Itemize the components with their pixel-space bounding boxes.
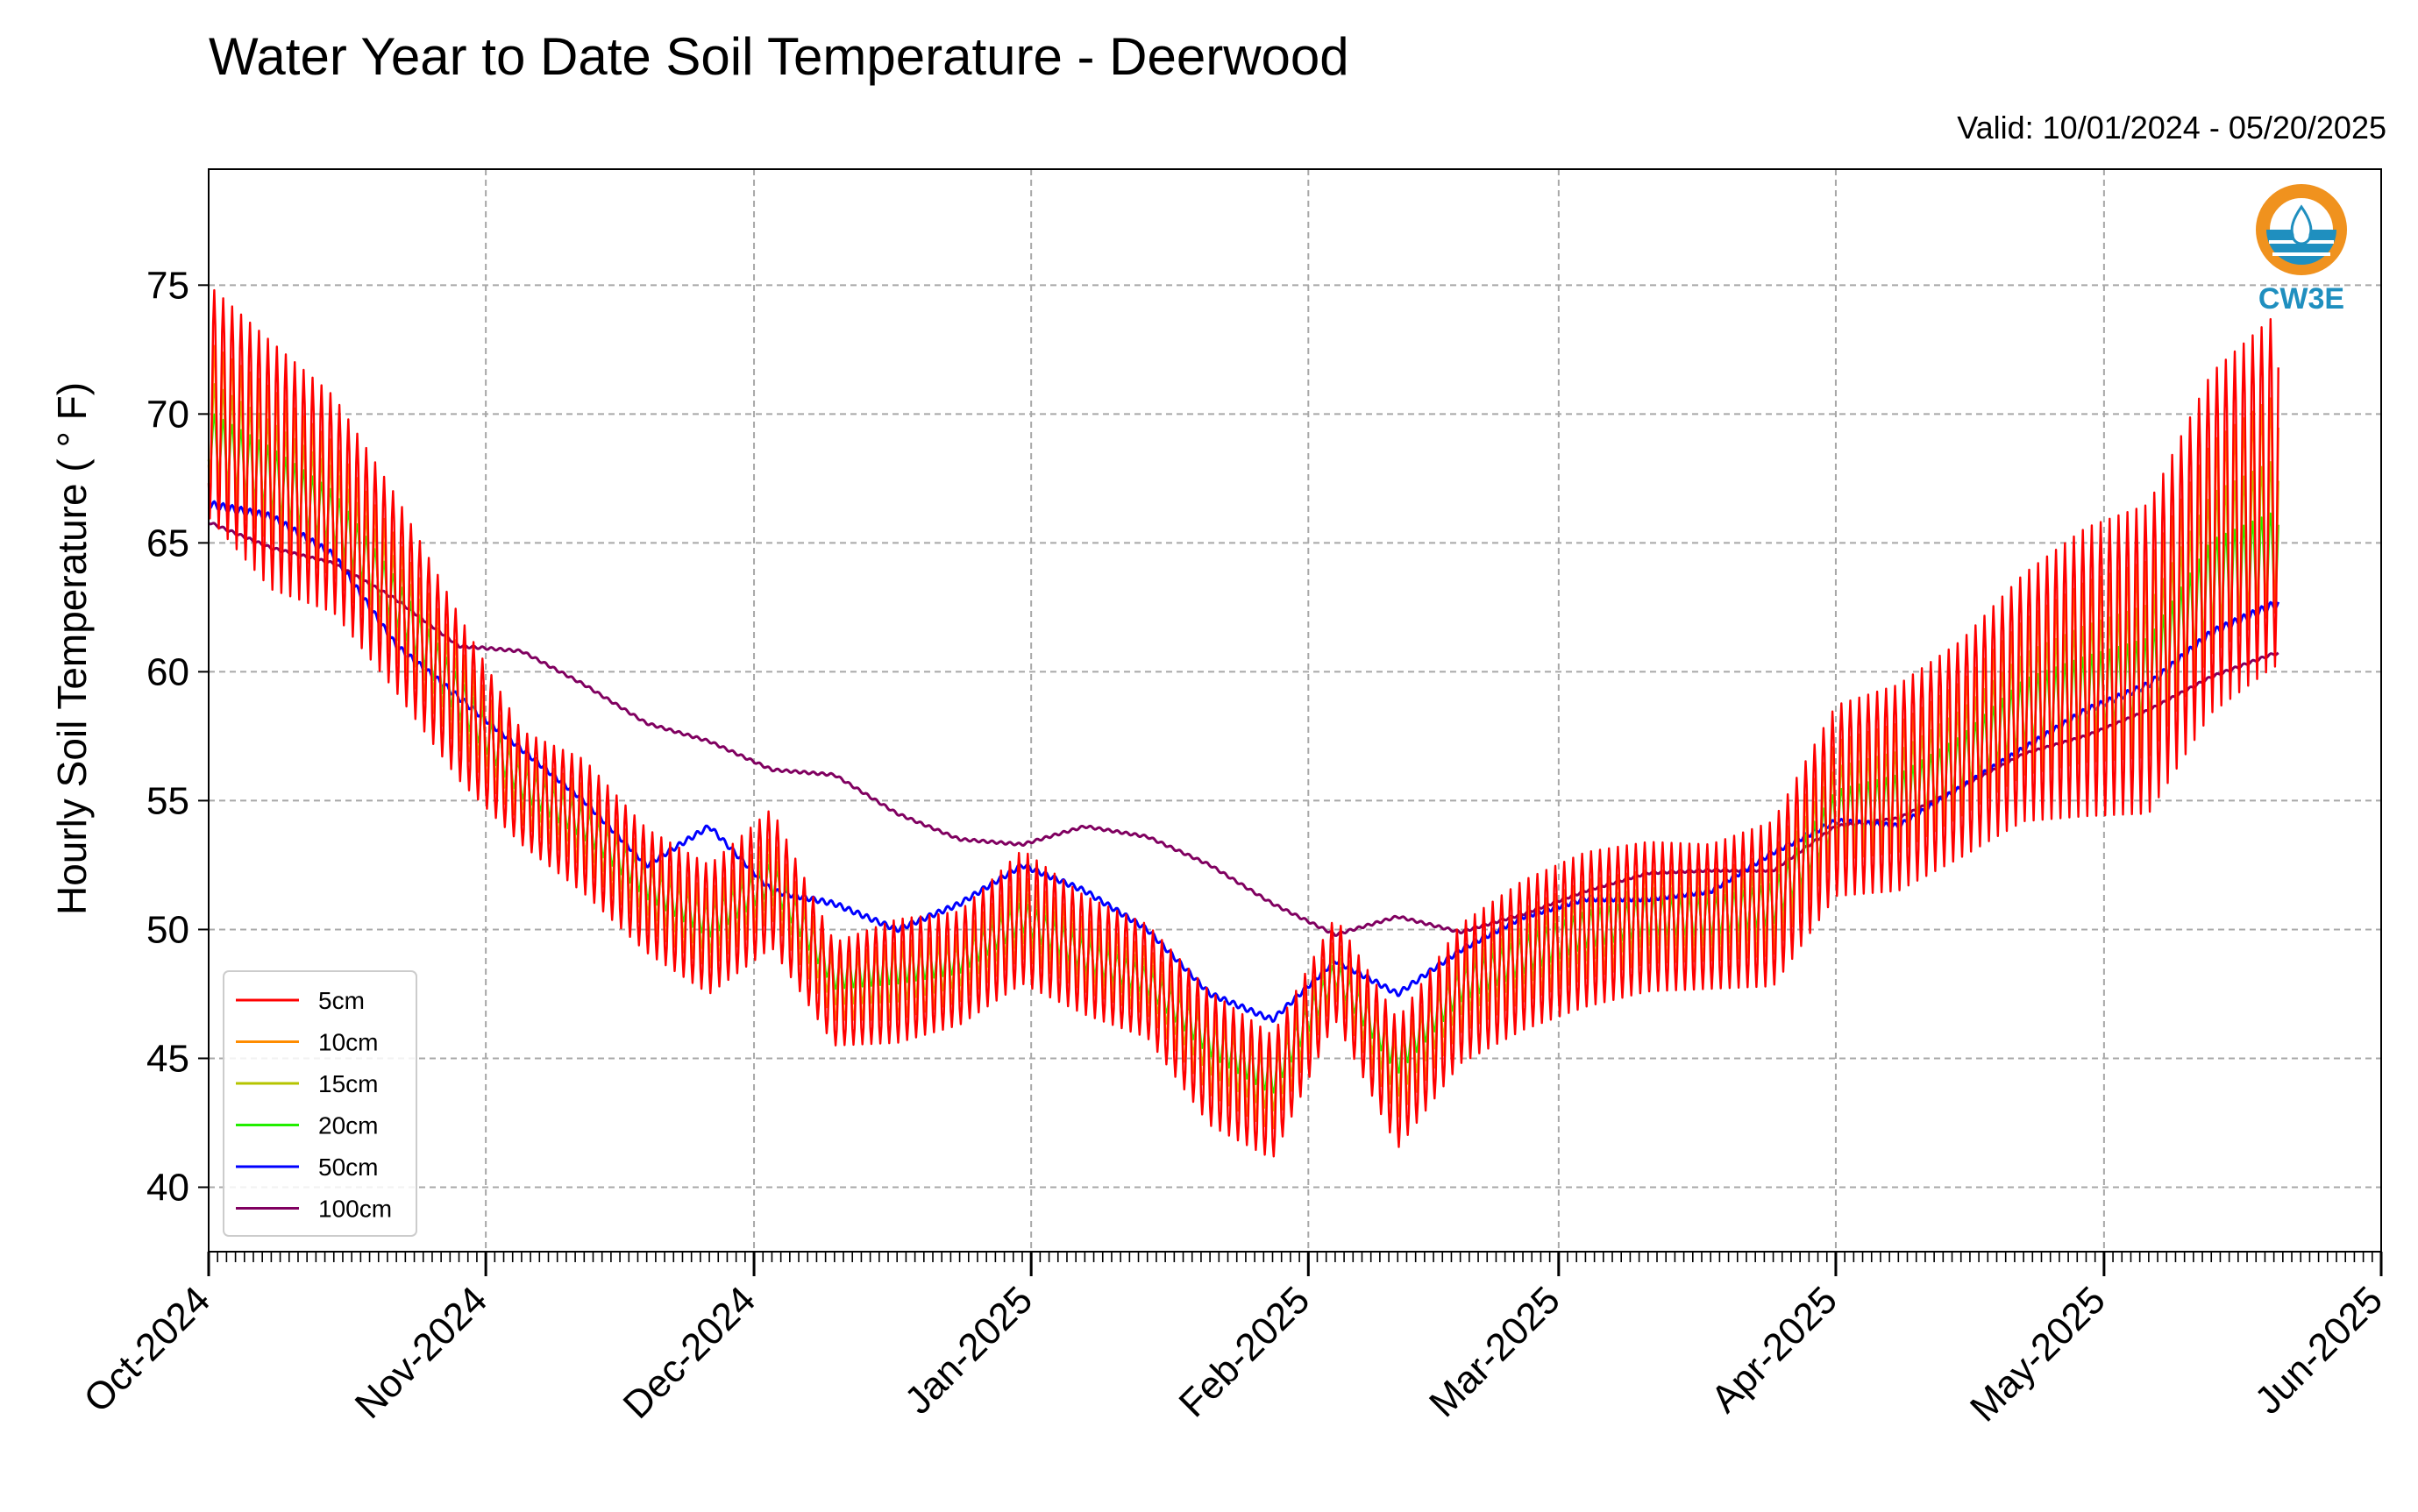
axes: 40 45 50 55 60 65 70 75 Oct-2024 Nov-2024 Dec-2024… (75, 264, 2391, 1430)
valid-date-range: Valid: 10/01/2024 - 05/20/2025 (1957, 110, 2386, 146)
y-tick-label: 55 (146, 779, 189, 822)
legend-label-5cm: 5cm (318, 987, 365, 1014)
y-tick-label: 40 (146, 1166, 189, 1209)
legend-label-100cm: 100cm (318, 1196, 392, 1223)
y-tick-label: 60 (146, 650, 189, 693)
x-tick-label: May-2025 (1962, 1278, 2114, 1430)
y-tick-label: 45 (146, 1037, 189, 1080)
legend: 5cm 10cm 15cm 20cm 50cm 100cm (223, 970, 417, 1237)
series-lines (207, 288, 2280, 1158)
legend-label-50cm: 50cm (318, 1154, 378, 1181)
legend-label-10cm: 10cm (318, 1029, 378, 1056)
x-tick-label: Mar-2025 (1421, 1278, 1568, 1425)
x-tick-label: Oct-2024 (75, 1278, 218, 1421)
water-drop-sun-icon (2256, 184, 2347, 275)
series-line-5cm (207, 288, 2279, 1158)
plot-frame (208, 168, 2382, 1253)
chart-title: Water Year to Date Soil Temperature - De… (209, 27, 1349, 86)
y-tick-label: 50 (146, 908, 189, 951)
grid-lines (208, 169, 2382, 1252)
logo-text: CW3E (2258, 282, 2344, 316)
x-tick-label: Nov-2024 (347, 1278, 496, 1427)
x-tick-label: Dec-2024 (615, 1278, 765, 1427)
x-tick-label: Feb-2025 (1171, 1278, 1319, 1425)
y-tick-label: 65 (146, 522, 189, 564)
legend-box (223, 970, 417, 1237)
x-tick-label: Jan-2025 (897, 1278, 1041, 1422)
x-tick-label: Apr-2025 (1703, 1278, 1846, 1421)
y-tick-label: 70 (146, 393, 189, 436)
legend-label-20cm: 20cm (318, 1112, 378, 1139)
y-tick-label: 75 (146, 264, 189, 307)
legend-label-15cm: 15cm (318, 1070, 378, 1097)
x-tick-label: Jun-2025 (2247, 1278, 2391, 1422)
cw3e-logo: CW3E (2256, 184, 2347, 316)
